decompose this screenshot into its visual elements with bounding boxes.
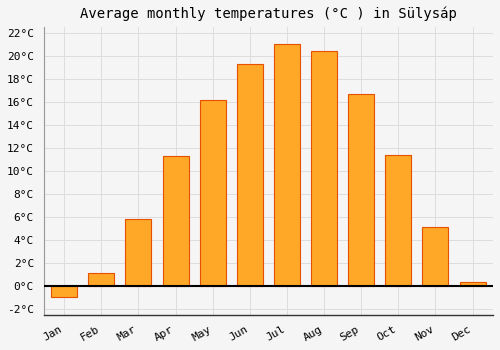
- Bar: [311, 51, 337, 286]
- Bar: [162, 156, 188, 286]
- Bar: [274, 44, 300, 286]
- Bar: [200, 100, 226, 286]
- Title: Average monthly temperatures (°C ) in Sülysáp: Average monthly temperatures (°C ) in Sü…: [80, 7, 457, 21]
- Bar: [88, 273, 114, 286]
- Bar: [348, 93, 374, 286]
- Bar: [460, 282, 485, 286]
- Bar: [51, 286, 77, 297]
- Bar: [126, 219, 152, 286]
- Bar: [422, 227, 448, 286]
- Bar: [386, 155, 411, 286]
- Bar: [237, 64, 263, 286]
